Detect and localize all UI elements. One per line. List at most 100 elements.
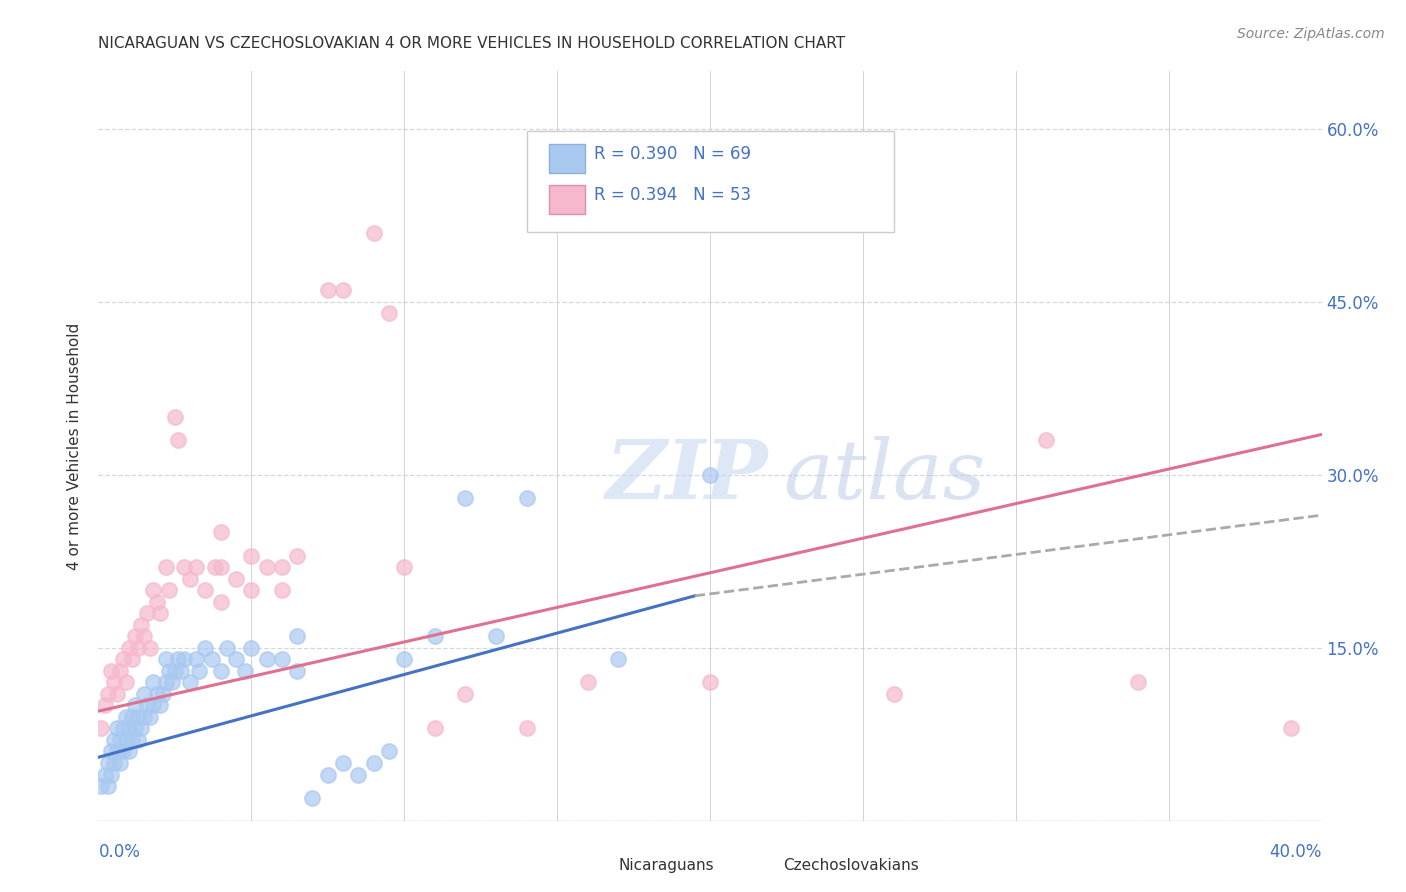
- Point: [155, 675, 177, 690]
- Point: [485, 629, 508, 643]
- Point: [1128, 675, 1150, 690]
- Point: [516, 722, 538, 736]
- Point: [157, 664, 180, 678]
- Point: [90, 722, 112, 736]
- Point: [188, 664, 211, 678]
- Point: [124, 698, 146, 713]
- Point: [127, 733, 149, 747]
- FancyBboxPatch shape: [526, 131, 894, 233]
- Point: [124, 722, 146, 736]
- Point: [100, 767, 122, 781]
- Point: [105, 687, 128, 701]
- Point: [392, 560, 416, 574]
- Point: [97, 779, 120, 793]
- Point: [118, 722, 141, 736]
- Point: [93, 698, 115, 713]
- Point: [233, 664, 256, 678]
- Point: [127, 710, 149, 724]
- Point: [100, 744, 122, 758]
- Point: [145, 594, 167, 608]
- Point: [332, 756, 354, 770]
- Point: [285, 664, 308, 678]
- Point: [378, 306, 401, 320]
- Point: [121, 652, 143, 666]
- Point: [111, 722, 134, 736]
- Point: [454, 687, 477, 701]
- Point: [129, 617, 152, 632]
- Text: 40.0%: 40.0%: [1270, 843, 1322, 861]
- Point: [103, 675, 125, 690]
- Point: [149, 698, 172, 713]
- Point: [160, 675, 183, 690]
- Point: [136, 606, 159, 620]
- Point: [145, 687, 167, 701]
- Point: [576, 675, 599, 690]
- Point: [378, 744, 401, 758]
- Point: [240, 640, 263, 655]
- Point: [363, 226, 385, 240]
- Point: [186, 652, 208, 666]
- Point: [516, 491, 538, 505]
- Point: [209, 560, 232, 574]
- Point: [194, 640, 217, 655]
- Point: [316, 284, 339, 298]
- Point: [423, 629, 446, 643]
- Point: [115, 733, 138, 747]
- Point: [173, 652, 195, 666]
- Text: ZIP: ZIP: [606, 436, 769, 516]
- Text: 0.0%: 0.0%: [98, 843, 141, 861]
- Bar: [747, 855, 778, 877]
- Bar: [548, 144, 585, 172]
- Point: [347, 767, 370, 781]
- Point: [454, 491, 477, 505]
- Point: [167, 652, 190, 666]
- Text: Nicaraguans: Nicaraguans: [619, 858, 714, 873]
- Point: [142, 583, 165, 598]
- Text: R = 0.394   N = 53: R = 0.394 N = 53: [593, 186, 751, 204]
- Point: [170, 664, 193, 678]
- Point: [108, 664, 131, 678]
- Point: [240, 549, 263, 563]
- Point: [194, 583, 217, 598]
- Point: [155, 560, 177, 574]
- Point: [316, 767, 339, 781]
- Point: [607, 652, 630, 666]
- Point: [256, 560, 278, 574]
- Point: [1279, 722, 1302, 736]
- Point: [186, 560, 208, 574]
- Point: [136, 698, 159, 713]
- Point: [163, 410, 186, 425]
- Point: [139, 640, 162, 655]
- Point: [256, 652, 278, 666]
- Point: [149, 606, 172, 620]
- Point: [699, 467, 721, 482]
- Point: [103, 756, 125, 770]
- Point: [423, 722, 446, 736]
- Point: [240, 583, 263, 598]
- Point: [209, 664, 232, 678]
- Point: [179, 675, 201, 690]
- Point: [209, 594, 232, 608]
- Text: Source: ZipAtlas.com: Source: ZipAtlas.com: [1237, 27, 1385, 41]
- Point: [97, 687, 120, 701]
- Point: [157, 583, 180, 598]
- Point: [179, 572, 201, 586]
- Point: [97, 756, 120, 770]
- Point: [1035, 434, 1057, 448]
- Point: [173, 560, 195, 574]
- Point: [225, 652, 247, 666]
- Point: [100, 664, 122, 678]
- Point: [392, 652, 416, 666]
- Point: [121, 733, 143, 747]
- Point: [111, 744, 134, 758]
- Point: [215, 640, 238, 655]
- Point: [129, 722, 152, 736]
- Point: [163, 664, 186, 678]
- Point: [209, 525, 232, 540]
- Text: R = 0.390   N = 69: R = 0.390 N = 69: [593, 145, 751, 162]
- Point: [134, 710, 156, 724]
- Point: [108, 733, 131, 747]
- Point: [93, 767, 115, 781]
- Point: [115, 675, 138, 690]
- Point: [142, 675, 165, 690]
